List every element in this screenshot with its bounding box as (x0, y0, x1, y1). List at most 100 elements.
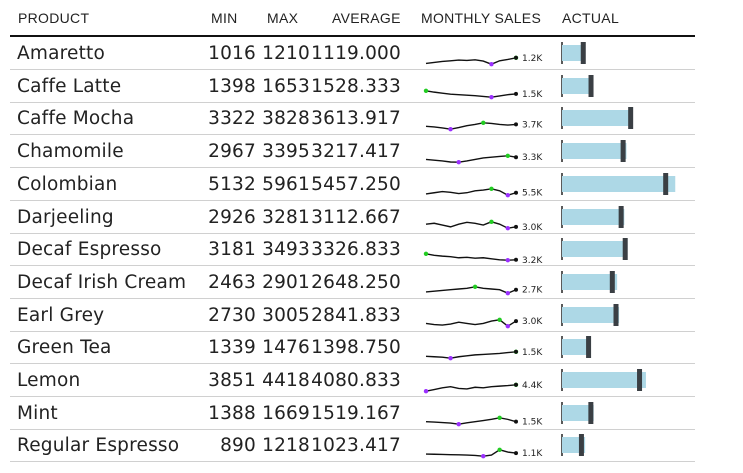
table-row[interactable]: Decaf Irish Cream 2463 2901 2648.250 2.7K (10, 266, 695, 299)
product-cell: Darjeeling (17, 206, 114, 228)
sparkline-path (425, 449, 517, 458)
sparkline-max-point (505, 153, 511, 159)
min-cell: 1398 (208, 75, 256, 97)
sparkline-last-point (514, 419, 518, 424)
max-cell: 5961 (262, 173, 310, 195)
monthly-sparkline: 5.5K (425, 186, 543, 199)
sparkline-path (425, 253, 517, 262)
table-row[interactable]: Caffe Latte 1398 1653 1528.333 1.5K (10, 70, 695, 103)
actual-bar[interactable] (562, 273, 618, 290)
average-cell: 1119.000 (311, 43, 401, 64)
table-row[interactable]: Amaretto 1016 1210 1119.000 1.2K (10, 37, 695, 70)
actual-bar[interactable] (562, 110, 633, 127)
header-actual[interactable]: ACTUAL (562, 10, 620, 26)
sparkline-max-point (481, 120, 486, 126)
actual-bar[interactable] (562, 45, 585, 61)
min-cell: 3181 (208, 239, 256, 261)
average-cell: 5457.250 (311, 173, 401, 195)
actual-bar[interactable] (562, 143, 627, 160)
header-product[interactable]: PRODUCT (18, 10, 90, 26)
actual-bar[interactable] (562, 372, 646, 388)
sparkline-min-point (505, 225, 511, 230)
actual-bar[interactable] (562, 404, 594, 421)
table-row[interactable]: Darjeeling 2926 3281 3112.667 3.0K (10, 201, 695, 234)
actual-bar[interactable] (562, 306, 620, 323)
monthly-sparkline: 1.5K (425, 348, 543, 361)
average-cell: 1023.417 (311, 435, 401, 457)
actual-bar[interactable] (562, 208, 625, 225)
sparkline-min-point (448, 127, 453, 132)
sparkline-min-point (423, 389, 429, 394)
monthly-sparkline: 2.7K (425, 284, 543, 296)
sparkline-last-label: 1.2K (522, 54, 543, 64)
sparkline-last-point (514, 382, 518, 387)
sparkline-max-point (472, 284, 478, 289)
monthly-sparkline: 1.1K (425, 447, 543, 459)
min-cell: 3322 (208, 108, 256, 130)
table-row[interactable]: Lemon 3851 4418 4080.833 4.4K (10, 364, 695, 397)
max-cell: 3005 (262, 304, 310, 326)
actual-bar[interactable] (562, 241, 627, 258)
sparkline-last-point (514, 318, 518, 323)
table-row[interactable]: Caffe Mocha 3322 3828 3613.917 3.7K (10, 102, 695, 136)
sparkline-max-point (489, 186, 494, 191)
max-cell: 3395 (262, 141, 310, 163)
target-marker (637, 369, 643, 391)
min-cell: 2926 (208, 206, 256, 228)
actual-bullet-chart (561, 172, 676, 195)
sparkline-last-label: 3.2K (522, 256, 543, 265)
actual-bullet-chart (561, 303, 620, 326)
product-cell: Colombian (17, 173, 118, 195)
header-average[interactable]: AVERAGE (332, 10, 401, 26)
max-cell: 4418 (262, 370, 310, 391)
table-row[interactable]: Regular Espresso 890 1218 1023.417 1.1K (10, 429, 695, 463)
header-min[interactable]: MIN (211, 10, 238, 26)
sparkline-last-point (514, 224, 518, 229)
actual-bar[interactable] (562, 339, 591, 356)
min-cell: 1339 (208, 337, 256, 359)
sparkline-last-label: 1.5K (522, 417, 543, 427)
sparkline-last-point (514, 122, 518, 127)
actual-bullet-chart (561, 140, 627, 163)
table-row[interactable]: Green Tea 1339 1476 1398.750 1.5K (10, 331, 695, 365)
sparkline-min-point (505, 258, 511, 263)
sparkline-last-label: 4.4K (522, 381, 543, 391)
actual-bullet-chart (561, 434, 586, 457)
min-cell: 5132 (208, 173, 256, 195)
max-cell: 1218 (262, 435, 310, 457)
product-cell: Caffe Latte (17, 75, 122, 97)
table-row[interactable]: Decaf Espresso 3181 3493 3326.833 3.2K (10, 233, 695, 267)
monthly-sparkline: 3.2K (423, 251, 543, 265)
min-cell: 1388 (208, 402, 256, 424)
product-cell: Decaf Espresso (17, 239, 162, 261)
target-marker (618, 205, 624, 228)
average-cell: 2648.250 (311, 271, 401, 293)
sparkline-last-label: 1.5K (522, 348, 543, 358)
target-marker (613, 303, 619, 326)
min-cell: 890 (220, 435, 256, 457)
table-row[interactable]: Earl Grey 2730 3005 2841.833 3.0K (10, 299, 695, 332)
table-row[interactable]: Colombian 5132 5961 5457.250 5.5K (10, 168, 695, 201)
header-monthly-sales[interactable]: MONTHLY SALES (421, 10, 542, 26)
actual-bullet-chart (561, 107, 634, 130)
actual-bar[interactable] (562, 77, 594, 94)
target-marker (622, 238, 628, 261)
average-cell: 3613.917 (311, 108, 401, 130)
average-cell: 3217.417 (311, 141, 401, 163)
max-cell: 3281 (262, 206, 310, 228)
monthly-sparkline: 4.4K (423, 381, 543, 394)
actual-bar[interactable] (562, 175, 676, 192)
target-marker (586, 336, 592, 359)
sparkline-max-point (423, 251, 429, 257)
table-row[interactable]: Mint 1388 1669 1519.167 1.5K (10, 397, 695, 430)
header-max[interactable]: MAX (267, 10, 299, 26)
sparkline-last-label: 5.5K (522, 189, 543, 199)
table-row[interactable]: Chamomile 2967 3395 3217.417 3.3K (10, 135, 695, 169)
min-cell: 3851 (208, 370, 256, 391)
sparkline-last-label: 3.0K (522, 317, 543, 327)
sparkline-last-label: 1.5K (522, 90, 543, 100)
target-marker (628, 107, 634, 130)
monthly-sparkline: 3.0K (425, 317, 543, 328)
average-cell: 4080.833 (311, 370, 401, 391)
sparkline-max-point (497, 447, 502, 453)
